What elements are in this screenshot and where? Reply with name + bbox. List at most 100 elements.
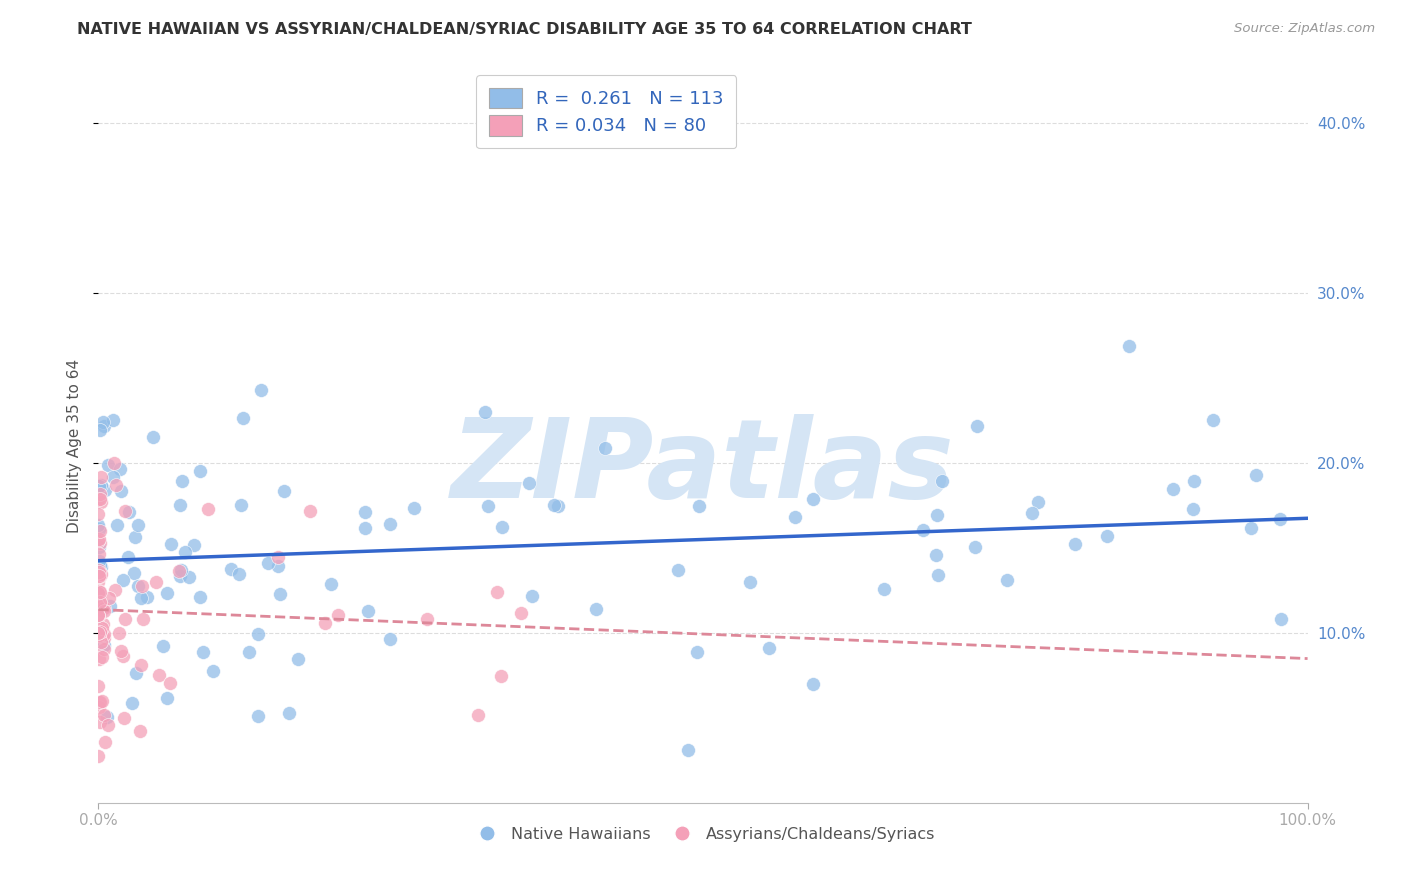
Point: [167, 564, 190, 578]
Point: [87, 593, 110, 607]
Point: [98, 591, 121, 606]
Point: [93, 638, 115, 652]
Point: [927, 568, 949, 582]
Point: [93, 601, 115, 615]
Point: [188, 464, 211, 478]
Point: [353, 521, 375, 535]
Point: [93, 604, 115, 618]
Point: [1270, 612, 1292, 626]
Point: [108, 462, 131, 476]
Point: [90, 566, 112, 581]
Point: [801, 677, 824, 691]
Text: Source: ZipAtlas.com: Source: ZipAtlas.com: [1234, 22, 1375, 36]
Point: [326, 608, 349, 623]
Point: [98, 599, 121, 613]
Point: [489, 669, 512, 683]
Text: ZIPatlas: ZIPatlas: [451, 414, 955, 521]
Point: [416, 612, 439, 626]
Point: [118, 505, 141, 519]
Point: [148, 668, 170, 682]
Point: [354, 505, 377, 519]
Point: [87, 679, 110, 693]
Point: [156, 585, 179, 599]
Point: [273, 484, 295, 499]
Point: [1064, 537, 1087, 551]
Point: [170, 475, 193, 489]
Point: [925, 548, 948, 562]
Point: [965, 540, 987, 554]
Point: [1118, 339, 1140, 353]
Point: [91, 617, 114, 632]
Point: [90, 635, 112, 649]
Point: [202, 664, 225, 678]
Point: [87, 610, 110, 624]
Point: [197, 502, 219, 516]
Point: [89, 695, 111, 709]
Point: [91, 694, 114, 708]
Point: [89, 558, 111, 572]
Point: [931, 474, 953, 488]
Point: [87, 607, 110, 622]
Point: [129, 723, 152, 738]
Y-axis label: Disability Age 35 to 64: Disability Age 35 to 64: [67, 359, 83, 533]
Point: [169, 563, 191, 577]
Point: [188, 590, 211, 604]
Point: [467, 707, 489, 722]
Point: [97, 717, 120, 731]
Point: [1182, 502, 1205, 516]
Point: [87, 628, 110, 642]
Point: [247, 709, 270, 723]
Point: [169, 498, 191, 512]
Point: [87, 522, 110, 536]
Point: [1161, 483, 1184, 497]
Point: [93, 707, 115, 722]
Point: [997, 573, 1019, 587]
Point: [87, 749, 110, 764]
Point: [485, 585, 508, 599]
Point: [103, 583, 125, 598]
Point: [90, 599, 112, 614]
Point: [510, 606, 533, 620]
Point: [1244, 467, 1267, 482]
Point: [221, 562, 243, 576]
Point: [183, 538, 205, 552]
Point: [474, 405, 496, 419]
Point: [1202, 413, 1225, 427]
Point: [543, 499, 565, 513]
Point: [105, 518, 128, 533]
Point: [257, 556, 280, 570]
Point: [90, 650, 112, 665]
Point: [89, 695, 111, 709]
Point: [547, 499, 569, 513]
Point: [101, 470, 124, 484]
Point: [927, 508, 949, 522]
Point: [911, 523, 934, 537]
Point: [238, 645, 260, 659]
Point: [152, 639, 174, 653]
Point: [267, 549, 290, 564]
Point: [122, 566, 145, 581]
Point: [87, 532, 110, 546]
Point: [177, 570, 200, 584]
Point: [124, 530, 146, 544]
Point: [89, 569, 111, 583]
Point: [519, 475, 541, 490]
Point: [101, 413, 124, 427]
Point: [93, 601, 115, 615]
Point: [91, 415, 114, 429]
Point: [87, 599, 110, 614]
Point: [90, 495, 112, 509]
Point: [114, 612, 136, 626]
Point: [124, 666, 146, 681]
Point: [87, 618, 110, 632]
Point: [89, 623, 111, 637]
Point: [666, 563, 689, 577]
Point: [380, 632, 402, 647]
Point: [250, 383, 273, 397]
Point: [87, 479, 110, 493]
Point: [89, 541, 111, 555]
Point: [191, 645, 214, 659]
Point: [783, 510, 806, 524]
Point: [96, 710, 118, 724]
Point: [89, 584, 111, 599]
